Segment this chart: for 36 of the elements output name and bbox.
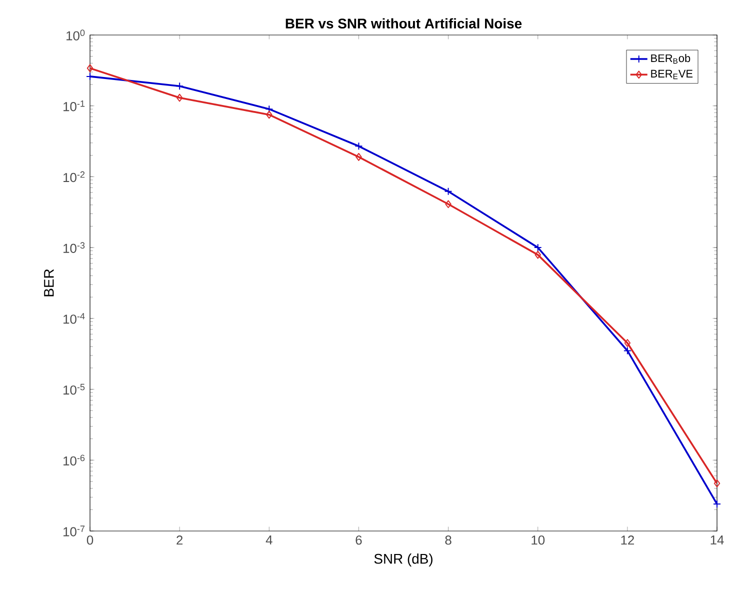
point [714, 479, 720, 488]
point [623, 346, 632, 355]
point [354, 142, 363, 150]
x-axis-title: SNR (dB) [374, 554, 432, 567]
y-tick-label: 10$^{-1}$ [64, 100, 85, 112]
x-tick-label: 6 [356, 536, 362, 545]
x-tick-label: 0 [86, 536, 94, 545]
y-tick-label: 10$^{-5}$ [64, 384, 85, 395]
point [86, 64, 94, 72]
point [713, 500, 721, 508]
legend-label: BER$_{B}$ob [651, 54, 690, 64]
point [265, 105, 274, 114]
y-tick-label: 10$^{-3}$ [64, 242, 85, 253]
point [445, 200, 452, 208]
x-tick-label: 10 [532, 536, 545, 545]
x-tick-label: 4 [266, 536, 272, 544]
point [534, 244, 542, 252]
x-tick-label: 2 [176, 536, 183, 545]
legend-label: BER$_{E}$VE [651, 70, 693, 80]
chart-title: BER vs SNR without Artificial Noise [286, 18, 522, 28]
y-tick-label: 10$^{-2}$ [64, 171, 85, 182]
x-tick-label: 8 [445, 536, 452, 545]
point [624, 339, 631, 347]
y-tick-label: 10$^{-4}$ [64, 313, 85, 324]
point [176, 82, 184, 90]
y-tick-label: 10$^{-6}$ [64, 454, 85, 466]
y-axis-title: BER [44, 269, 54, 296]
x-tick-label: 14 [710, 536, 724, 544]
point [534, 250, 541, 259]
x-tick-label: 12 [621, 536, 634, 545]
y-tick-label: 10$^{-7}$ [64, 526, 85, 536]
point [266, 110, 272, 119]
point [444, 187, 452, 196]
point [356, 152, 362, 161]
y-tick-label: 10$^{0}$ [66, 30, 85, 40]
point [176, 94, 183, 102]
